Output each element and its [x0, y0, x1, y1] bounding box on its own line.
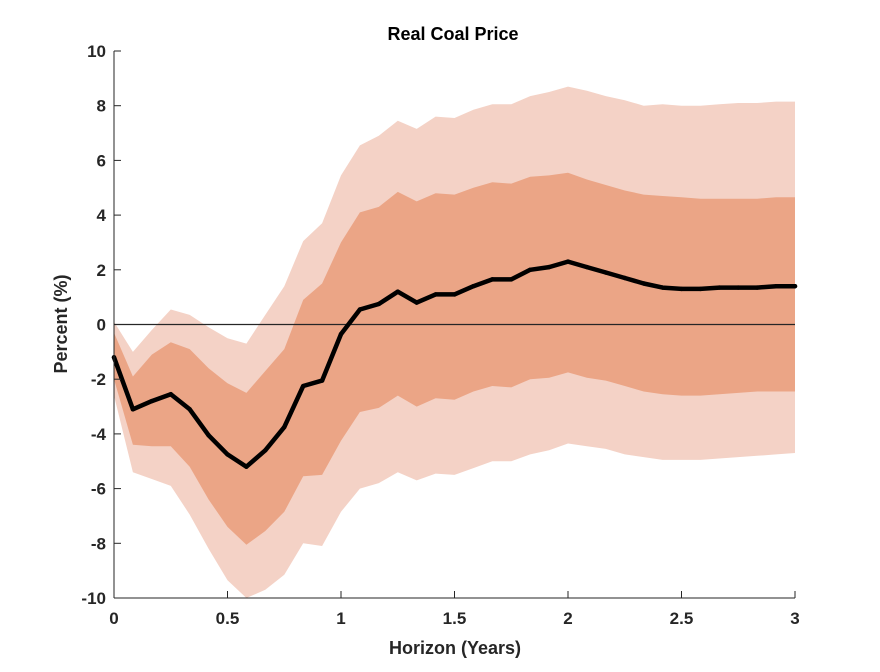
median-point	[282, 424, 287, 430]
x-tick-label: 3	[790, 609, 799, 628]
median-point	[395, 289, 400, 294]
median-point	[660, 285, 665, 290]
y-tick-label: 0	[97, 316, 106, 335]
median-point	[490, 277, 495, 282]
median-point	[717, 285, 722, 290]
median-point	[603, 270, 609, 275]
y-axis-ticks: -10 -8 -6 -4 -2 0 2 4 6 8 10	[81, 42, 121, 608]
median-point	[376, 301, 382, 307]
x-axis-ticks: 0 0.5 1 1.5 2 2.5 3	[109, 591, 800, 628]
x-axis-title: Horizon (Years)	[389, 638, 521, 658]
x-tick-label: 2.5	[670, 609, 694, 628]
median-point	[319, 378, 325, 383]
median-point	[754, 285, 760, 290]
y-tick-label: -2	[91, 370, 106, 389]
median-point	[527, 267, 533, 272]
median-point	[244, 464, 249, 469]
y-tick-label: -8	[91, 534, 106, 553]
y-tick-label: 10	[87, 42, 106, 61]
median-point	[641, 281, 646, 286]
x-tick-label: 0	[109, 609, 118, 628]
inner-confidence-band	[114, 172, 795, 545]
y-tick-label: 2	[97, 261, 106, 280]
axes: -10 -8 -6 -4 -2 0 2 4 6 8 10 0 0.5 1 1.5 2 2.5 3	[81, 42, 799, 628]
y-tick-label: 4	[97, 206, 107, 225]
median-point	[263, 448, 268, 453]
median-point	[546, 264, 552, 270]
median-point	[130, 407, 136, 412]
y-tick-label: -4	[91, 425, 107, 444]
median-point	[187, 407, 192, 412]
median-point	[149, 398, 155, 404]
median-point	[698, 286, 703, 292]
chart-title: Real Coal Price	[387, 24, 518, 44]
y-tick-label: -10	[81, 589, 106, 608]
y-tick-label: 6	[97, 151, 106, 170]
x-tick-label: 1.5	[443, 609, 467, 628]
median-point	[471, 284, 476, 289]
median-point	[773, 284, 779, 289]
plot-area	[111, 86, 798, 598]
y-axis-title: Percent (%)	[51, 274, 71, 373]
median-point	[584, 264, 590, 270]
median-point	[565, 259, 571, 264]
x-tick-label: 2	[563, 609, 572, 628]
median-point	[338, 331, 344, 337]
x-tick-label: 1	[336, 609, 345, 628]
y-tick-label: 8	[97, 97, 106, 116]
y-tick-label: -6	[91, 480, 106, 499]
median-point	[433, 292, 438, 297]
median-response-points	[111, 259, 798, 469]
median-point	[509, 277, 514, 282]
median-point	[206, 433, 211, 438]
median-point	[452, 292, 457, 297]
median-point	[168, 392, 173, 397]
median-point	[792, 284, 798, 289]
median-point	[622, 275, 627, 281]
median-point	[679, 286, 684, 292]
x-tick-label: 0.5	[216, 609, 240, 628]
median-point	[225, 452, 230, 457]
median-point	[300, 383, 306, 389]
median-point	[357, 307, 363, 312]
median-point	[736, 285, 741, 290]
median-point	[414, 300, 419, 305]
